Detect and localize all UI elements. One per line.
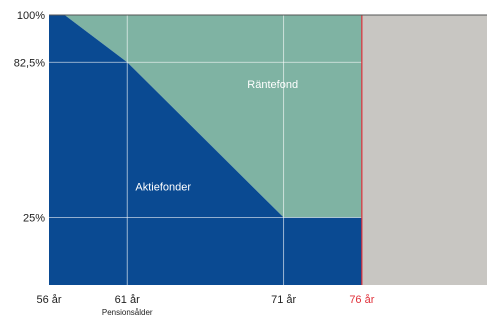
x-tick-label: 71 år	[271, 294, 296, 306]
series-label-aktiefonder: Aktiefonder	[135, 182, 191, 194]
x-tick-label: 61 år	[115, 294, 140, 306]
y-tick-label: 82,5%	[14, 57, 45, 69]
x-tick-sublabel: Pensionsålder	[102, 308, 153, 317]
x-tick-label: 76 år	[349, 294, 374, 306]
y-tick-label: 100%	[17, 10, 45, 22]
after-end-region	[362, 15, 487, 285]
y-tick-label: 25%	[23, 213, 45, 225]
series-label-rantefond: Räntefond	[247, 79, 298, 91]
x-tick-label: 56 år	[36, 294, 61, 306]
